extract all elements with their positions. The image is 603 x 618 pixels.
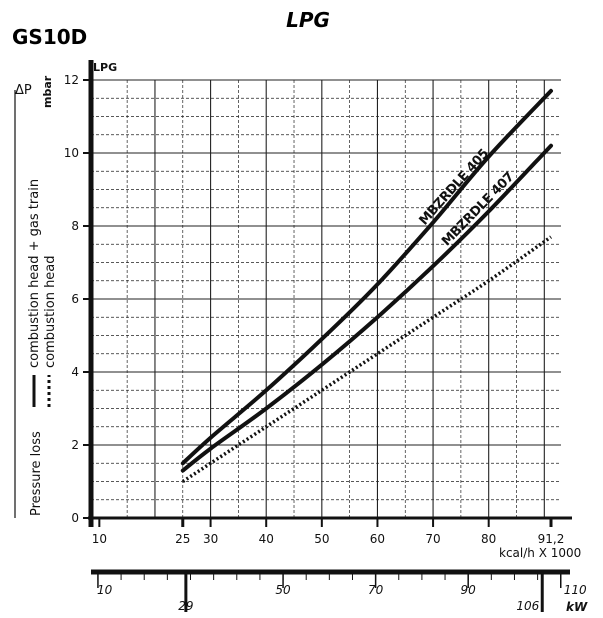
x-tick-label: 70 — [425, 532, 440, 546]
axes — [83, 60, 572, 612]
y-tick-label: 0 — [71, 511, 79, 525]
x-tick-label: 60 — [370, 532, 385, 546]
x-tick-label: 80 — [481, 532, 496, 546]
x2-tick-label: 110 — [564, 583, 587, 597]
y-axis-top-label: LPG — [93, 61, 117, 74]
x2-tick-label: 90 — [461, 583, 477, 597]
grid — [91, 79, 561, 519]
y-tick-label: 2 — [71, 438, 79, 452]
x2-tick-label: 70 — [368, 583, 384, 597]
x2-tick-label: 106 — [516, 599, 539, 613]
x2-axis-unit: kW — [566, 600, 588, 614]
legend-solid-label: combustion head + gas train — [27, 179, 42, 368]
x2-tick-label: 10 — [97, 583, 113, 597]
series-line-1 — [180, 88, 553, 466]
y-tick-label: 8 — [71, 219, 79, 233]
x-tick-label: 50 — [314, 532, 329, 546]
tick-labels: 0 2 4 6 8 10 12 10 25 30 40 50 60 70 80 91,2 10 29 50 70 90 1… — [64, 73, 587, 613]
series-line-2 — [180, 143, 553, 473]
x-tick-label: 91,2 — [538, 532, 565, 546]
side-label-title: Pressure loss — [29, 431, 44, 516]
side-legend: Pressure loss combustion head + gas trai… — [14, 90, 58, 518]
y-tick-label: 10 — [64, 146, 79, 160]
y-tick-label: 6 — [71, 292, 79, 306]
x2-tick-label: 50 — [275, 583, 291, 597]
y-axis-symbol: ΔP — [15, 83, 32, 98]
x-tick-label: 30 — [203, 532, 218, 546]
x-tick-label: 10 — [92, 532, 107, 546]
x-tick-label: 25 — [175, 532, 190, 546]
x-axis-label: kcal/h X 1000 — [499, 546, 581, 560]
chart-title: LPG — [286, 8, 330, 32]
series-line-combustion-head — [181, 235, 553, 483]
y-tick-label: 4 — [71, 365, 79, 379]
legend-dotted-label: combustion head — [43, 255, 58, 368]
y-tick-label: 12 — [64, 73, 79, 87]
model-label: GS10D — [12, 25, 87, 49]
y-axis-unit: mbar — [41, 75, 54, 108]
x2-tick-label: 29 — [178, 599, 193, 613]
x-tick-label: 40 — [259, 532, 274, 546]
